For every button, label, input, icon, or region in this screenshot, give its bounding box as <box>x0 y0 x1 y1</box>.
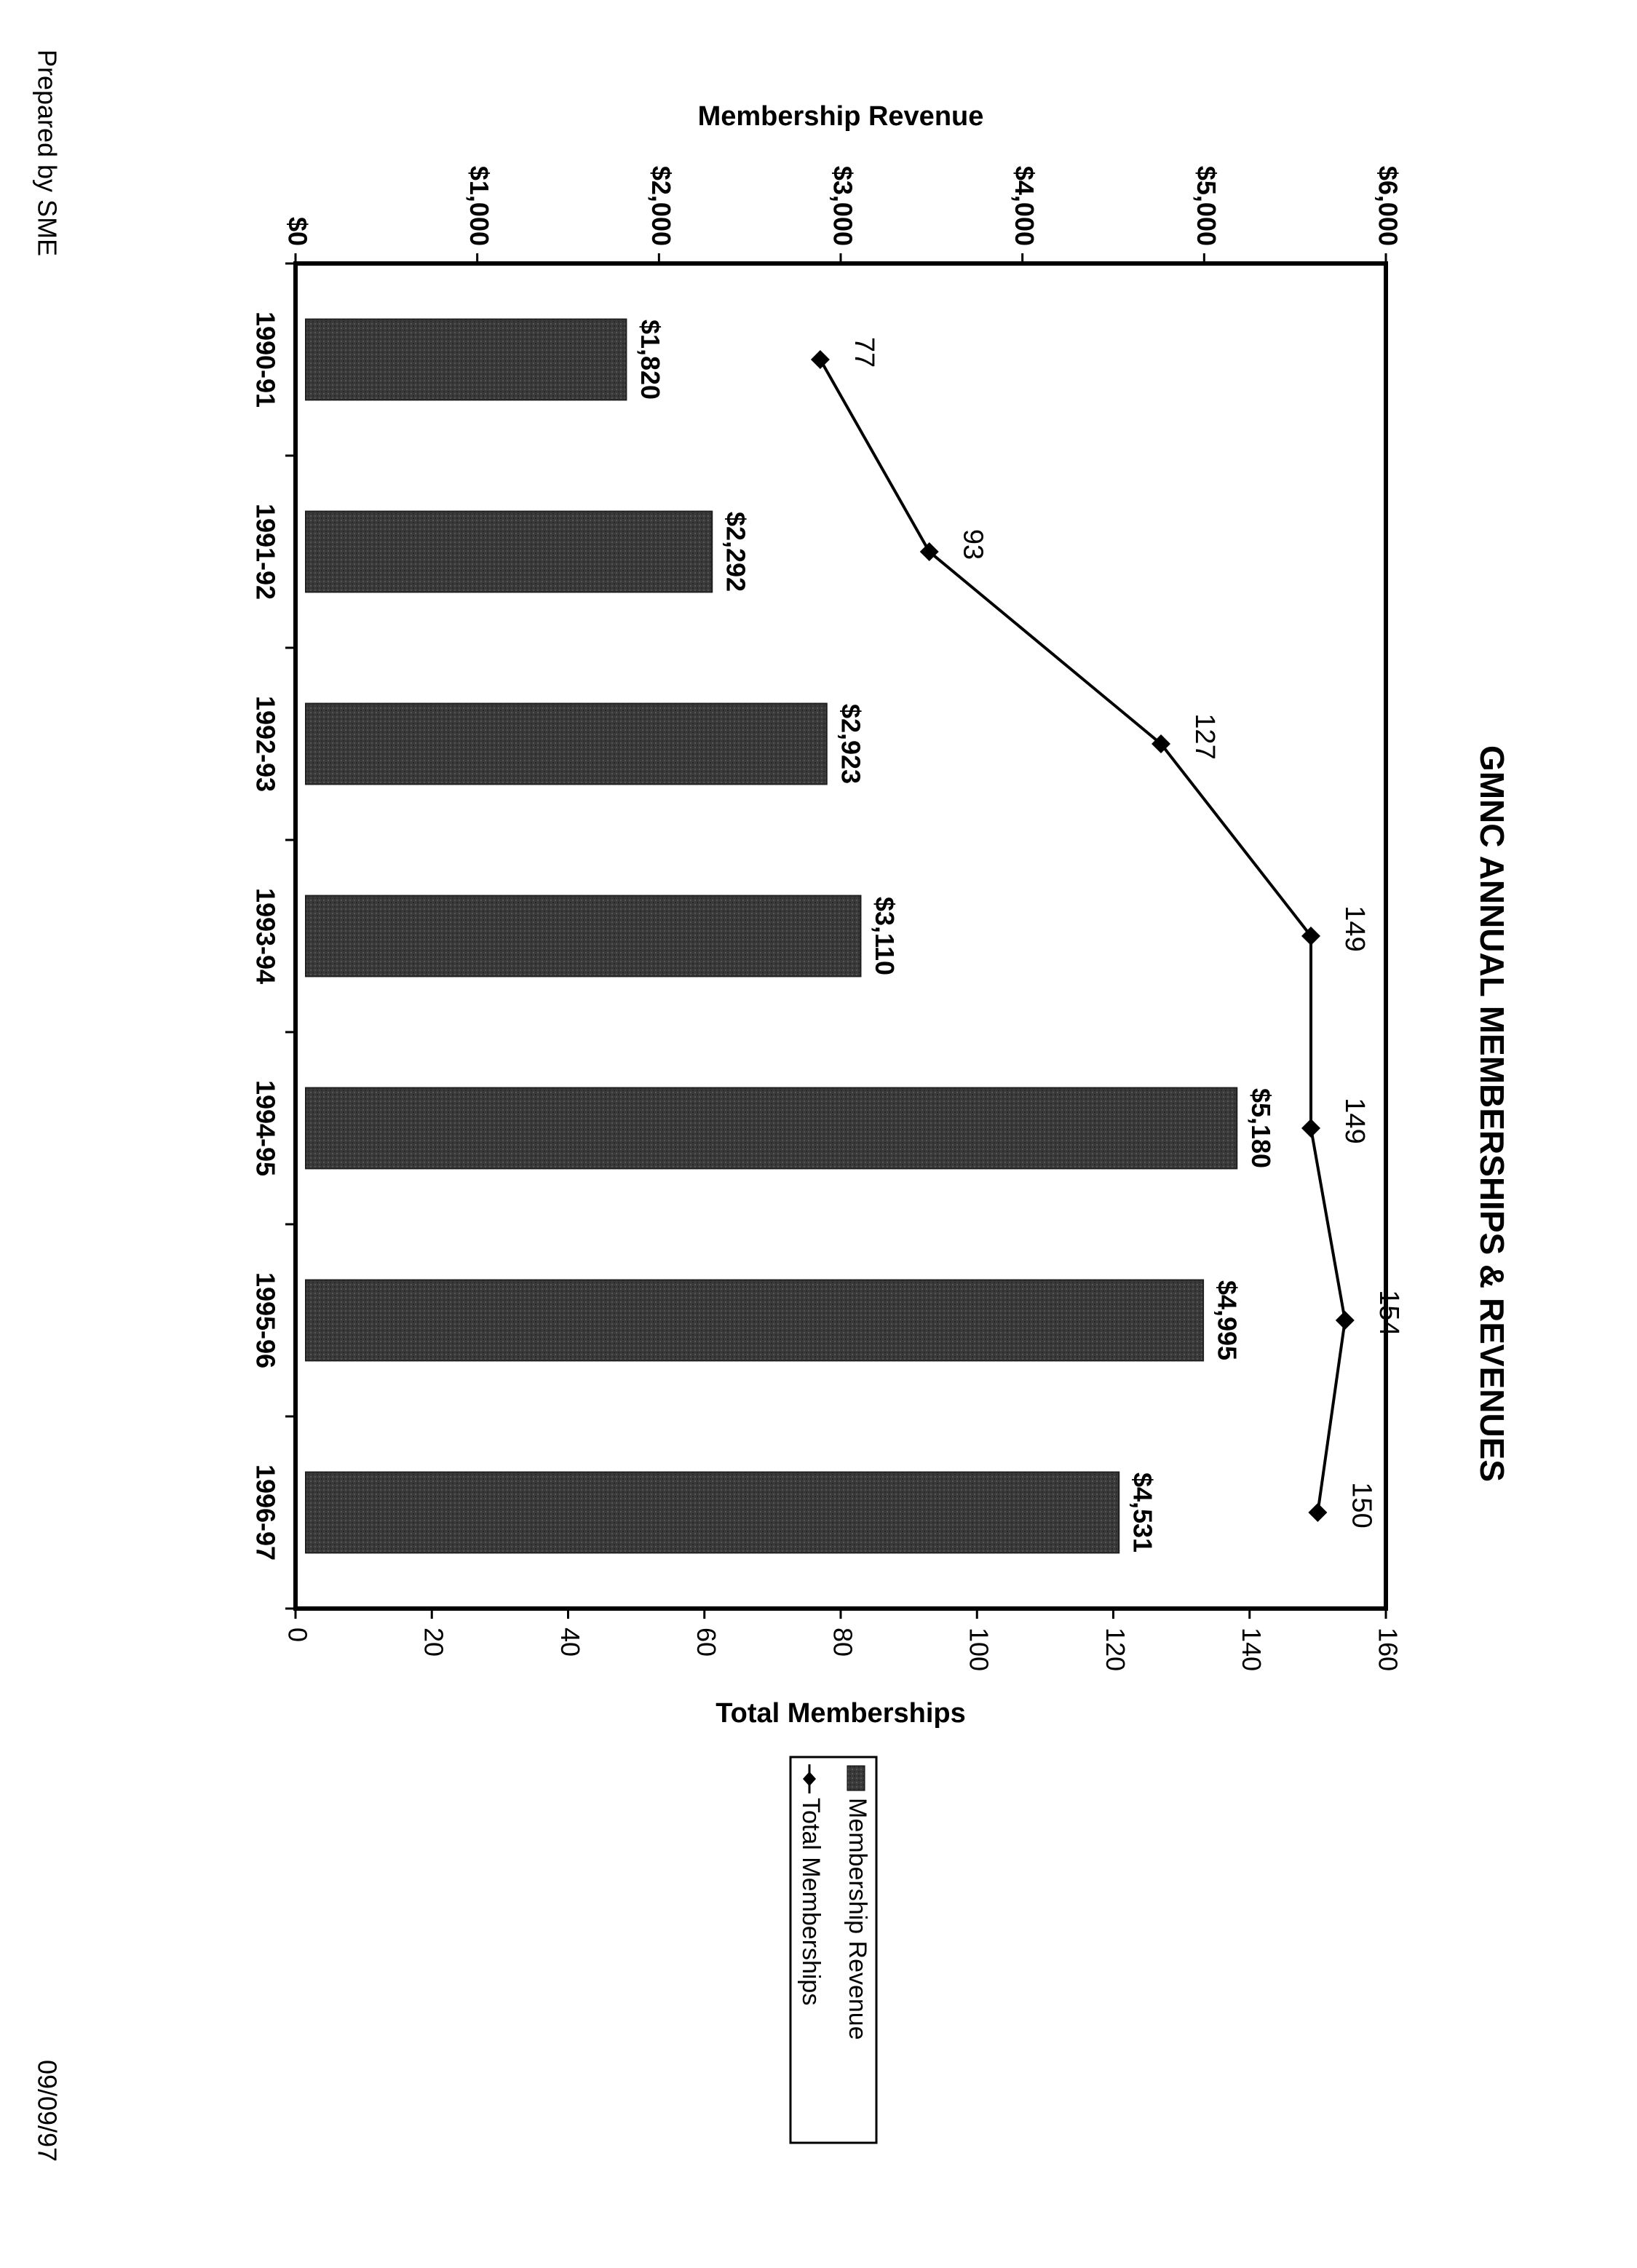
category-axis: 1990-91 1991-92 1992-93 1993-94 1994-95 1995-… <box>250 262 296 1610</box>
legend-swatch-revenue <box>847 1765 865 1791</box>
revenue-tick-label: $4,000 <box>1010 166 1039 246</box>
revenue-data-label: $2,923 <box>836 704 865 784</box>
revenue-axis: $0 $1,000 $2,000 $3,000 $4,000 $5,000 $6,000 <box>282 166 1403 263</box>
category-label: 1994-95 <box>250 1080 280 1176</box>
membership-tick-label: 60 <box>691 1627 721 1657</box>
revenue-bars <box>305 318 1238 1554</box>
membership-data-label: 154 <box>1374 1290 1404 1336</box>
revenue-data-label: $5,180 <box>1246 1088 1276 1168</box>
category-label: 1995-96 <box>250 1272 280 1368</box>
footer-date: 09/09/97 <box>32 2060 62 2162</box>
membership-marker <box>1301 927 1321 945</box>
chart-title: GMNC ANNUAL MEMBERSHIPS & REVENUES <box>1473 745 1511 1482</box>
revenue-bar <box>305 1087 1238 1170</box>
revenue-bar <box>305 510 713 593</box>
revenue-bar <box>305 702 828 785</box>
revenue-bar <box>305 895 862 978</box>
revenue-data-label: $1,820 <box>635 320 665 400</box>
legend-box <box>789 1756 878 2144</box>
membership-data-label: 77 <box>849 337 879 368</box>
membership-tick-label: 160 <box>1373 1627 1403 1671</box>
membership-data-label: 150 <box>1346 1482 1376 1528</box>
legend: Membership Revenue Total Memberships <box>789 1756 878 2144</box>
membership-marker <box>1152 734 1171 753</box>
category-label: 1993-94 <box>250 888 280 984</box>
membership-tick-label: 0 <box>282 1627 312 1642</box>
legend-diamond-marker <box>803 1772 816 1786</box>
revenue-bar <box>305 318 627 401</box>
membership-data-label: 149 <box>1339 905 1370 951</box>
membership-marker <box>1335 1311 1355 1330</box>
revenue-tick-label: $0 <box>282 217 312 246</box>
membership-marker <box>1301 1119 1321 1138</box>
category-label: 1992-93 <box>250 696 280 792</box>
category-label: 1996-97 <box>250 1464 280 1561</box>
membership-tick-label: 20 <box>419 1627 449 1657</box>
membership-data-label: 127 <box>1189 713 1220 759</box>
revenue-tick-label: $6,000 <box>1373 166 1403 246</box>
legend-label-revenue: Membership Revenue <box>844 1798 871 2040</box>
membership-tick-label: 120 <box>1101 1627 1130 1671</box>
category-label: 1990-91 <box>250 312 280 408</box>
revenue-data-label: $4,531 <box>1128 1472 1158 1553</box>
membership-marker <box>919 542 939 561</box>
revenue-bar <box>305 1471 1120 1554</box>
revenue-bar <box>305 1279 1205 1362</box>
footer-prepared-by: Prepared by SME <box>32 49 62 256</box>
revenue-tick-label: $5,000 <box>1192 166 1221 246</box>
revenue-axis-title: Membership Revenue <box>698 101 984 132</box>
membership-marker <box>810 350 830 369</box>
category-label: 1991-92 <box>250 504 280 600</box>
membership-axis-title: Total Memberships <box>716 1698 965 1729</box>
membership-tick-label: 140 <box>1237 1627 1267 1671</box>
membership-tick-label: 100 <box>964 1627 994 1671</box>
legend-label-memberships: Total Memberships <box>797 1798 825 2005</box>
revenue-data-label: $3,110 <box>870 897 900 975</box>
membership-data-label: 93 <box>958 529 988 560</box>
membership-tick-label: 80 <box>828 1627 857 1657</box>
revenue-tick-label: $2,000 <box>646 166 676 246</box>
membership-marker <box>1308 1503 1328 1522</box>
membership-axis: 0 20 40 60 80 100 120 140 160 <box>282 1609 1403 1671</box>
membership-line <box>810 350 1355 1522</box>
membership-data-label: 149 <box>1339 1098 1370 1143</box>
revenue-tick-label: $3,000 <box>828 166 857 246</box>
revenue-data-label: $4,995 <box>1213 1280 1242 1360</box>
revenue-data-label: $2,292 <box>721 512 751 592</box>
revenue-tick-label: $1,000 <box>464 166 494 246</box>
data-labels: $1,820 $2,292 $2,923 $3,110 $5,180 $4,995 $4,5… <box>635 320 1404 1553</box>
membership-tick-label: 40 <box>555 1627 585 1657</box>
